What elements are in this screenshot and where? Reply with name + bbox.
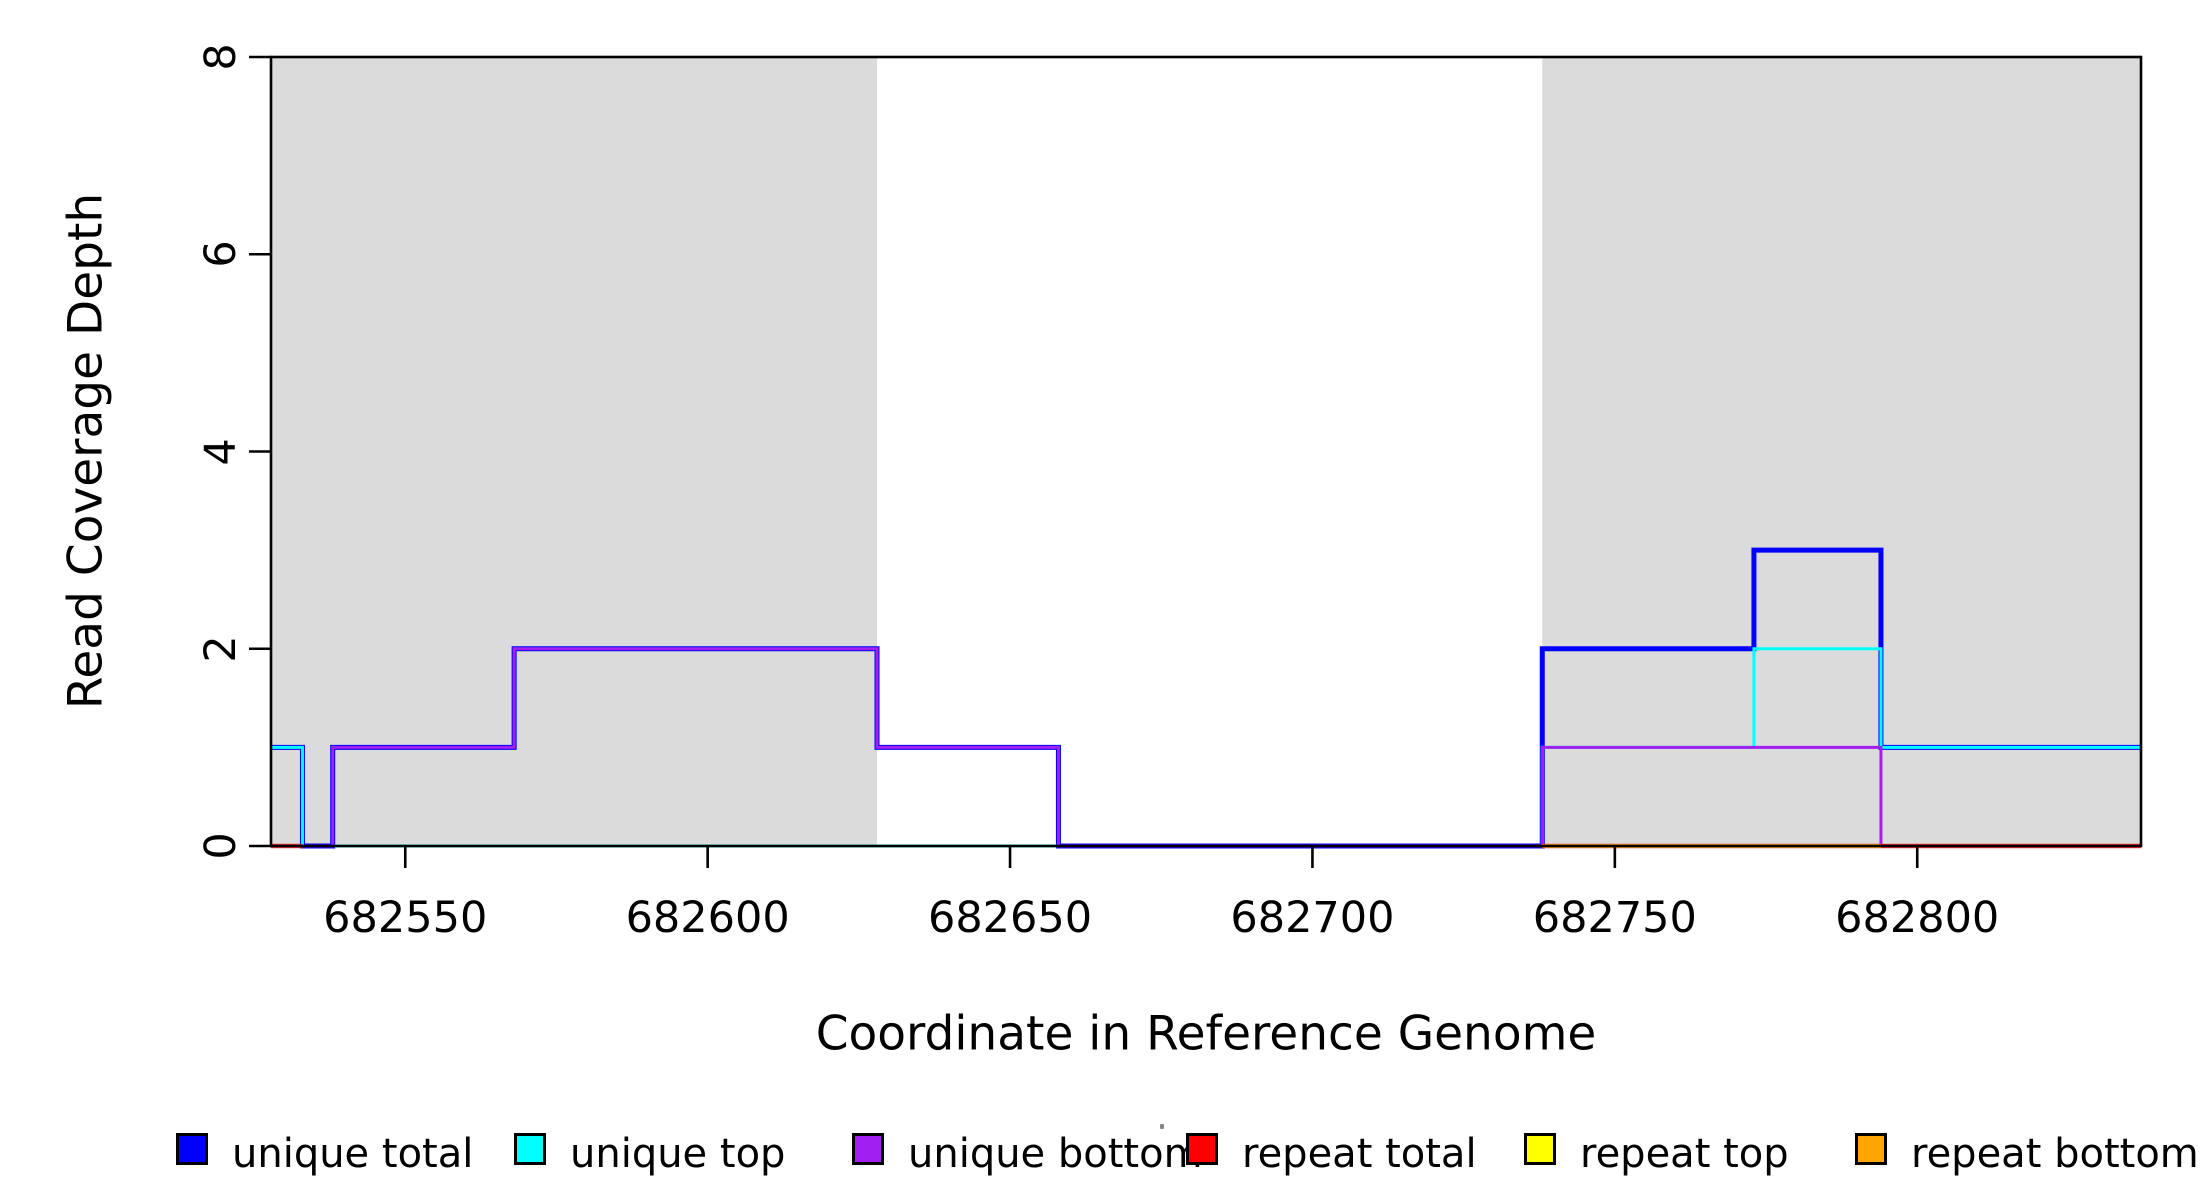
legend-label: unique top [570,1131,786,1177]
y-tick-label: 0 [196,832,246,860]
line-unique-bottom [271,647,2141,848]
x-tick-label: 682600 [625,893,790,943]
x-tick-label: 682550 [323,893,488,943]
x-axis-title: Coordinate in Reference Genome [815,1006,1597,1062]
artifact-dot [1160,1124,1164,1129]
legend-swatch-repeat-bottom [1855,1133,1887,1165]
y-tick-label: 2 [196,635,246,663]
legend-swatch-repeat-top [1524,1133,1556,1165]
y-tick-label: 4 [196,437,246,466]
legend-swatch-unique-top [514,1133,546,1165]
y-tick-label: 6 [196,240,246,268]
x-tick-label: 682750 [1532,893,1697,943]
legend-swatch-repeat-total [1186,1133,1218,1165]
legend-swatch-unique-total [176,1133,208,1165]
legend-label: repeat top [1580,1131,1789,1177]
x-tick-label: 682800 [1835,893,2000,943]
legend-label: repeat total [1242,1131,1477,1177]
y-tick-label: 8 [196,43,246,71]
legend-swatch-unique-bottom [852,1133,884,1165]
y-axis-title: Read Coverage Depth [58,192,114,710]
x-tick-label: 682650 [927,893,1093,943]
legend-label: repeat bottom [1911,1131,2199,1177]
repeat-region-2 [1542,57,2141,846]
x-tick-label: 682700 [1230,893,1395,943]
legend-label: unique bottom [908,1131,1203,1177]
legend-label: unique total [232,1131,474,1177]
repeat-region-1 [271,57,877,846]
